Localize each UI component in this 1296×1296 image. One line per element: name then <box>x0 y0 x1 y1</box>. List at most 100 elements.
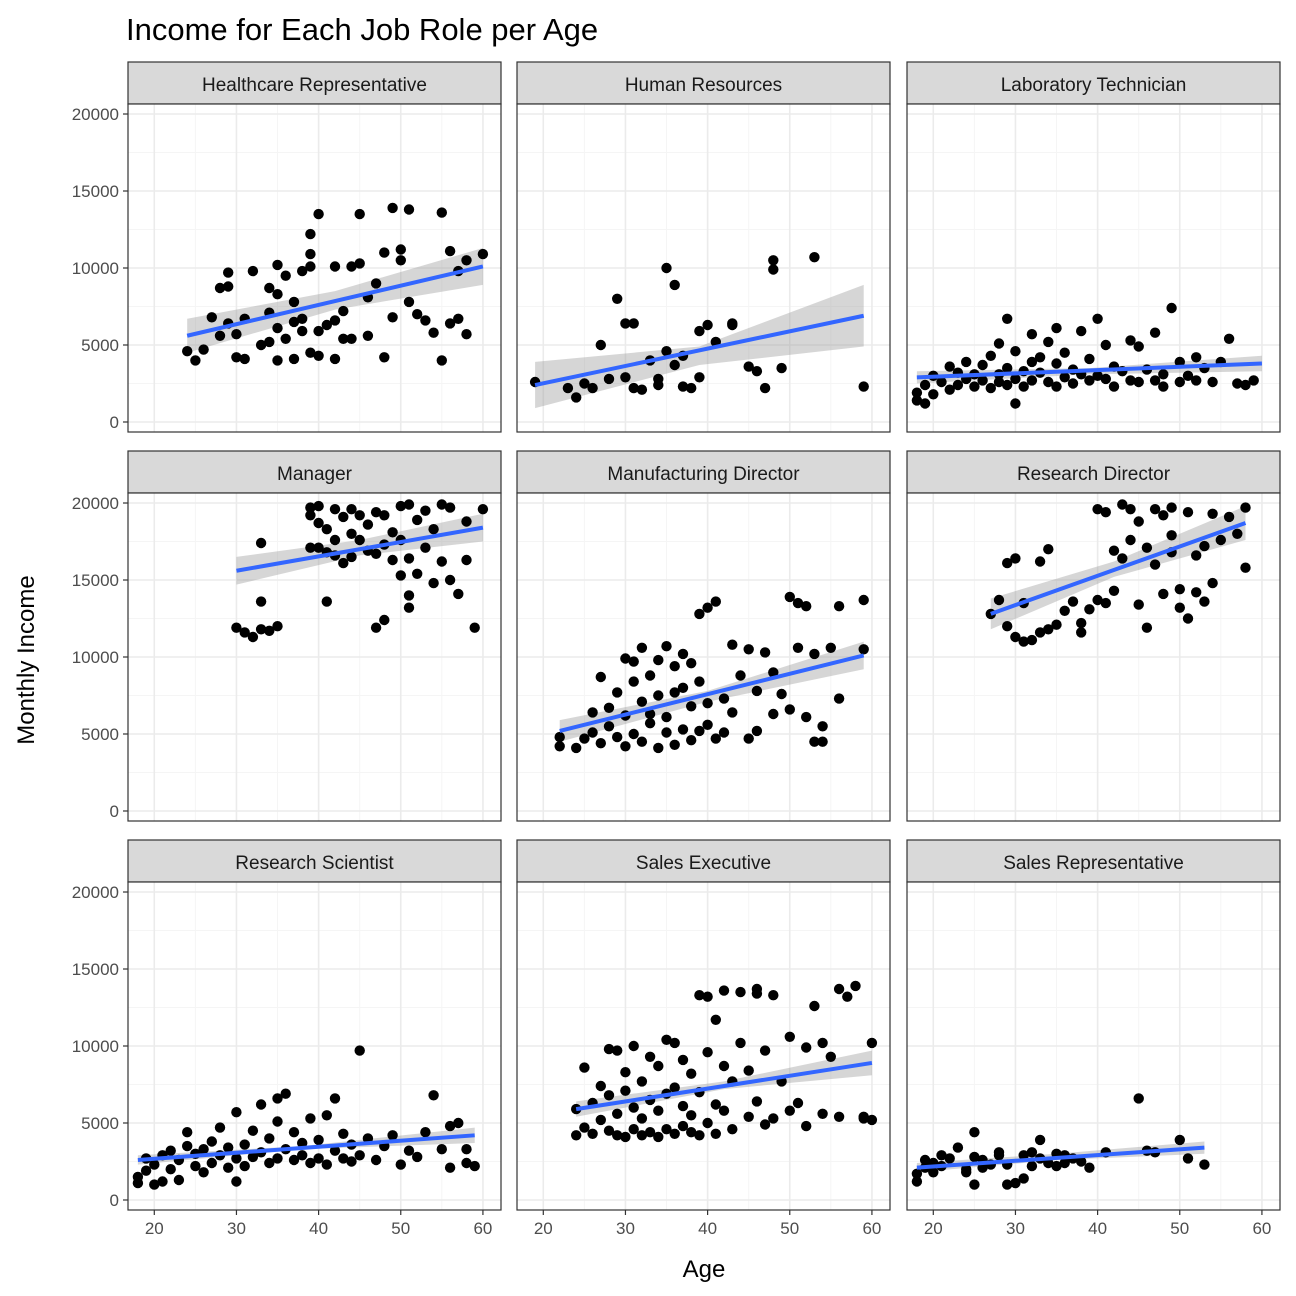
data-point <box>223 1142 234 1153</box>
data-point <box>403 553 415 564</box>
data-point <box>612 1108 623 1120</box>
data-point <box>453 588 464 600</box>
data-point <box>239 1139 250 1150</box>
data-point <box>1141 542 1153 553</box>
data-point <box>801 1042 812 1053</box>
data-point <box>305 1157 316 1169</box>
data-point <box>1076 617 1087 629</box>
data-point <box>370 507 382 518</box>
data-point <box>370 622 382 633</box>
data-point <box>387 202 398 214</box>
data-point <box>428 577 439 589</box>
data-point <box>603 721 615 732</box>
data-point <box>636 642 648 653</box>
data-point <box>329 353 341 365</box>
data-point <box>428 1090 439 1101</box>
data-point <box>420 542 431 553</box>
data-point <box>702 991 713 1002</box>
data-point <box>370 1154 382 1166</box>
data-point <box>1026 375 1038 386</box>
data-point <box>1002 621 1013 632</box>
data-point <box>1199 1159 1210 1170</box>
strip-background <box>127 450 502 494</box>
data-point <box>412 568 423 579</box>
data-point <box>1051 381 1062 392</box>
data-point <box>628 1124 639 1135</box>
data-point <box>313 350 324 361</box>
data-point <box>825 1051 836 1063</box>
data-point <box>694 725 705 737</box>
data-point <box>321 524 332 535</box>
data-point <box>1240 562 1251 573</box>
data-point <box>952 379 964 391</box>
data-point <box>1002 313 1013 324</box>
data-point <box>231 622 242 633</box>
data-point <box>231 352 242 363</box>
data-point <box>247 1151 259 1163</box>
data-point <box>653 1060 664 1072</box>
data-point <box>132 1171 144 1183</box>
data-point <box>727 319 738 331</box>
data-point <box>264 1133 275 1144</box>
data-point <box>686 735 697 746</box>
data-point <box>1174 1134 1186 1146</box>
data-point <box>1158 381 1169 392</box>
data-point <box>198 1144 209 1155</box>
data-point <box>1076 1156 1087 1167</box>
data-point <box>190 355 201 366</box>
data-point <box>1149 504 1161 515</box>
data-point <box>436 355 447 366</box>
data-point <box>1026 1147 1038 1158</box>
data-point <box>661 262 672 274</box>
data-point <box>702 1117 713 1129</box>
data-point <box>1174 584 1186 595</box>
data-point <box>911 1168 923 1180</box>
data-point <box>636 736 648 747</box>
data-point <box>751 725 763 737</box>
data-point <box>1026 634 1038 646</box>
data-point <box>231 1176 242 1187</box>
data-point <box>247 1125 259 1136</box>
data-point <box>977 375 988 386</box>
strip-background <box>906 61 1281 105</box>
data-point <box>669 687 680 698</box>
data-point <box>1002 1179 1013 1190</box>
x-tick-label: 20 <box>534 1219 553 1238</box>
data-point <box>969 1151 980 1163</box>
data-point <box>768 1113 779 1124</box>
panel-manager: Manager 0 5000 10000 15000 20000 <box>72 450 502 822</box>
data-point <box>702 698 713 709</box>
data-point <box>305 248 316 260</box>
x-tick-label: 60 <box>473 1219 492 1238</box>
data-point <box>1018 636 1029 647</box>
strip-label: Healthcare Representative <box>202 75 427 96</box>
data-point <box>686 1110 697 1121</box>
data-point <box>346 504 357 515</box>
data-point <box>759 647 771 658</box>
data-point <box>1240 502 1251 513</box>
data-point <box>825 642 836 653</box>
data-point <box>620 1085 631 1096</box>
data-point <box>595 339 606 351</box>
data-point <box>579 1062 590 1073</box>
data-point <box>833 693 845 704</box>
data-point <box>759 382 771 394</box>
data-point <box>395 1159 406 1170</box>
data-point <box>362 330 374 341</box>
data-point <box>784 591 795 603</box>
data-point <box>595 671 606 683</box>
data-point <box>1182 507 1194 518</box>
data-point <box>1158 510 1169 521</box>
data-point <box>1117 553 1128 564</box>
data-point <box>1166 530 1177 541</box>
data-point <box>1059 1157 1070 1169</box>
data-point <box>993 338 1005 349</box>
data-point <box>223 1162 234 1173</box>
data-point <box>686 1127 697 1138</box>
y-tick-label: 20000 <box>72 883 119 902</box>
data-point <box>1174 356 1186 368</box>
data-point <box>1043 336 1054 348</box>
data-point <box>1240 379 1251 391</box>
data-point <box>833 601 845 612</box>
data-point <box>280 270 291 281</box>
